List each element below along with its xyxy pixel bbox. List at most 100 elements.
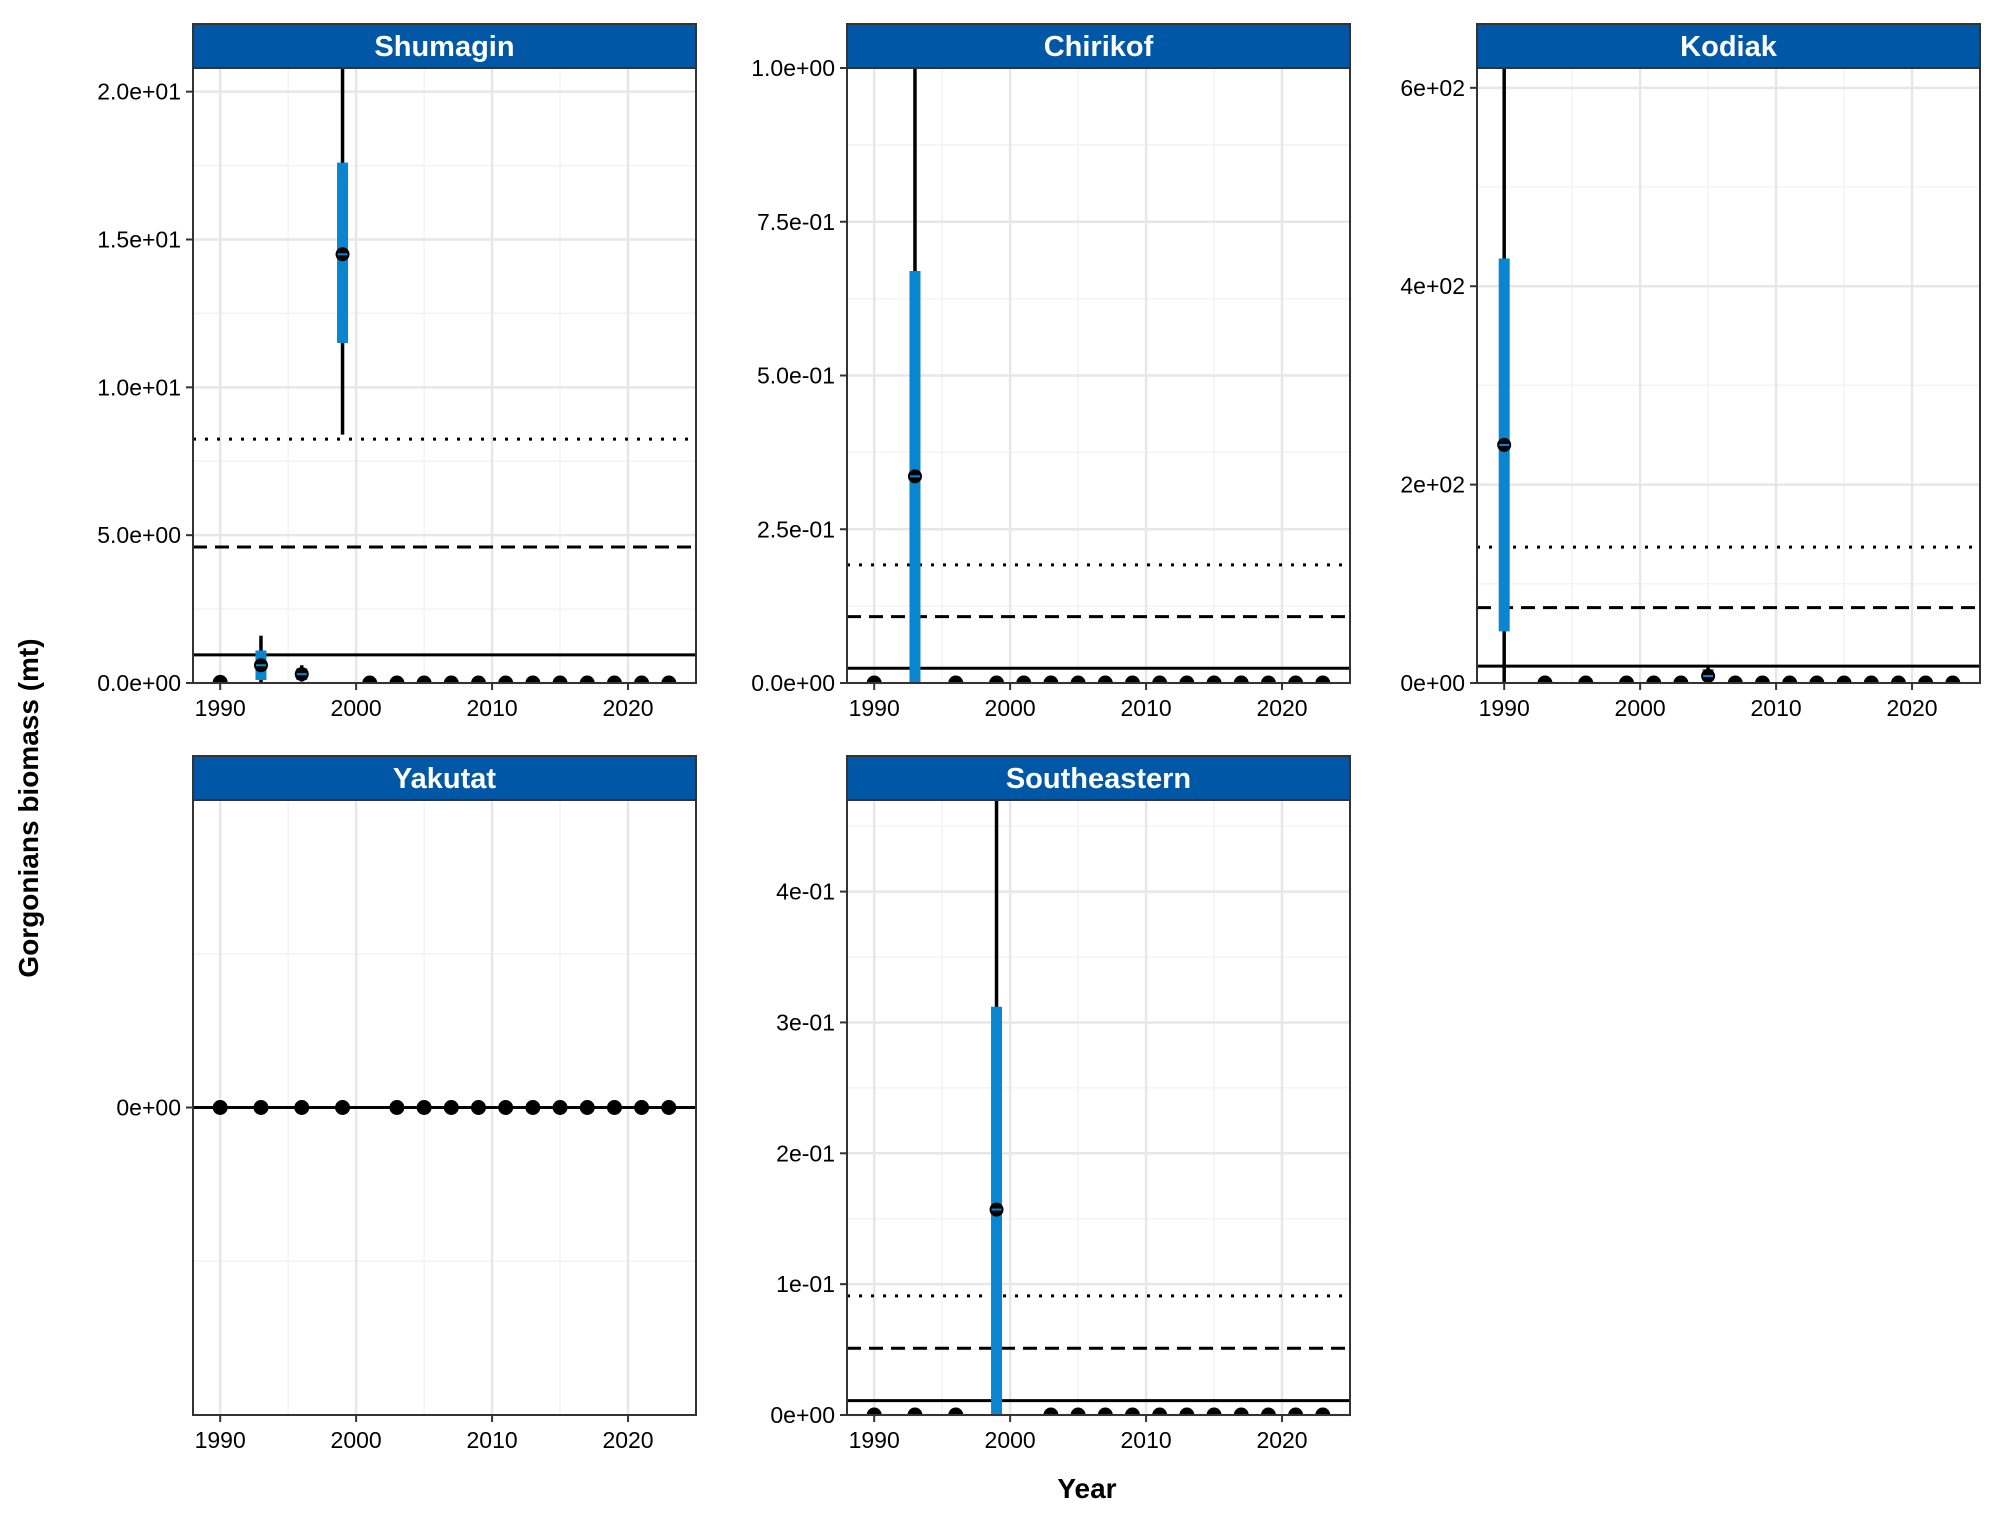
y-tick-label: 2e-01 bbox=[776, 1140, 835, 1166]
x-tick-label: 1990 bbox=[849, 695, 900, 721]
y-tick-label: 2.5e-01 bbox=[757, 516, 835, 542]
data-point-2023 bbox=[661, 1100, 677, 1115]
data-point-2015 bbox=[552, 675, 568, 683]
x-tick-label: 2000 bbox=[331, 695, 382, 721]
data-point-2017 bbox=[1233, 1407, 1249, 1415]
reference-lines bbox=[847, 563, 1350, 670]
data-point-2017 bbox=[1863, 675, 1879, 683]
x-axis: 1990 2000 2010 2020 bbox=[849, 1415, 1308, 1453]
panel-southeastern: Southeastern 0e+00 1e-01 2e-01 3e-01 4e-01 199… bbox=[770, 755, 1351, 1453]
x-axis: 1990 2000 2010 2020 bbox=[849, 683, 1308, 721]
data-point-2007 bbox=[443, 675, 459, 683]
data-point-2005 bbox=[1070, 1407, 1086, 1415]
reference-lines bbox=[193, 437, 696, 657]
data-marks bbox=[1497, 68, 1961, 683]
y-axis-title: Gorgonians biomass (mt) bbox=[13, 638, 44, 977]
panels-layer: Shumagin 0.0e+00 5.0e+00 1.0e+01 1.5e+01 2.0e… bbox=[97, 23, 1981, 1453]
data-point-2017 bbox=[1233, 675, 1249, 683]
x-tick-label: 2000 bbox=[985, 695, 1036, 721]
data-point-1993 bbox=[907, 1407, 923, 1415]
data-point-1990 bbox=[212, 674, 228, 683]
panel-background bbox=[193, 68, 696, 683]
x-tick-label: 2000 bbox=[985, 1427, 1036, 1453]
y-axis: 0e+00 bbox=[116, 1095, 193, 1121]
panel-kodiak: Kodiak 0e+00 2e+02 4e+02 6e+02 1990 2000 2010 20… bbox=[1400, 23, 1981, 721]
panel-background bbox=[847, 800, 1350, 1415]
y-axis: 0.0e+00 5.0e+00 1.0e+01 1.5e+01 2.0e+01 bbox=[97, 79, 193, 696]
data-point-2003 bbox=[1043, 1407, 1059, 1415]
y-tick-label: 5.0e+00 bbox=[97, 522, 181, 548]
y-tick-label: 5.0e-01 bbox=[757, 363, 835, 389]
strip-yakutat bbox=[192, 755, 697, 801]
data-point-1990 bbox=[212, 1100, 228, 1115]
data-point-1999 bbox=[989, 675, 1005, 683]
x-tick-label: 2010 bbox=[466, 695, 517, 721]
x-tick-label: 1990 bbox=[195, 695, 246, 721]
y-tick-label: 0e+00 bbox=[116, 1095, 181, 1121]
x-tick-label: 1990 bbox=[1479, 695, 1530, 721]
data-point-1993 bbox=[1537, 675, 1553, 683]
data-point-2007 bbox=[1097, 1407, 1113, 1415]
y-tick-label: 7.5e-01 bbox=[757, 209, 835, 235]
data-point-2001 bbox=[1646, 675, 1662, 683]
data-point-2003 bbox=[389, 1100, 405, 1115]
y-tick-label: 0e+00 bbox=[1400, 670, 1465, 696]
data-point-2013 bbox=[1809, 675, 1825, 683]
data-point-2019 bbox=[1890, 675, 1906, 683]
strip-title-southeastern: Southeastern bbox=[1006, 763, 1191, 795]
strip-title-yakutat: Yakutat bbox=[393, 763, 496, 795]
data-point-2005 bbox=[416, 675, 432, 683]
strip-shumagin bbox=[192, 23, 697, 69]
data-point-2023 bbox=[1315, 1407, 1331, 1415]
data-point-2011 bbox=[1782, 675, 1798, 683]
x-axis: 1990 2000 2010 2020 bbox=[1479, 683, 1938, 721]
data-point-2021 bbox=[634, 1100, 650, 1115]
panel-shumagin: Shumagin 0.0e+00 5.0e+00 1.0e+01 1.5e+01 2.0e… bbox=[97, 23, 697, 721]
y-tick-label: 0.0e+00 bbox=[97, 670, 181, 696]
panel-chirikof: Chirikof 0.0e+00 2.5e-01 5.0e-01 7.5e-01 1.0e… bbox=[751, 23, 1351, 721]
data-point-2003 bbox=[1673, 675, 1689, 683]
data-point-2015 bbox=[552, 1100, 568, 1115]
x-axis: 1990 2000 2010 2020 bbox=[195, 683, 654, 721]
data-point-2011 bbox=[498, 675, 514, 683]
strip-title-shumagin: Shumagin bbox=[374, 31, 514, 63]
data-point-2001 bbox=[362, 675, 378, 683]
x-tick-label: 2020 bbox=[602, 1427, 653, 1453]
data-point-2021 bbox=[634, 675, 650, 683]
strip-title-kodiak: Kodiak bbox=[1680, 31, 1778, 63]
data-point-2015 bbox=[1836, 675, 1852, 683]
data-point-2013 bbox=[525, 1100, 541, 1115]
data-point-2009 bbox=[470, 1100, 486, 1115]
y-tick-label: 1e-01 bbox=[776, 1271, 835, 1297]
strip-title-chirikof: Chirikof bbox=[1044, 31, 1154, 63]
data-point-2013 bbox=[1179, 675, 1195, 683]
data-marks bbox=[866, 800, 1331, 1415]
y-tick-label: 1.0e+01 bbox=[97, 374, 181, 400]
x-tick-label: 2010 bbox=[1120, 695, 1171, 721]
data-point-2023 bbox=[1945, 675, 1961, 683]
x-tick-label: 2020 bbox=[1256, 695, 1307, 721]
data-point-1996 bbox=[1578, 675, 1594, 683]
data-point-2015 bbox=[1206, 675, 1222, 683]
strip-southeastern bbox=[846, 755, 1351, 801]
data-point-2019 bbox=[1260, 675, 1276, 683]
data-point-1990 bbox=[866, 675, 882, 683]
data-point-2013 bbox=[1179, 1407, 1195, 1415]
y-tick-label: 0.0e+00 bbox=[751, 670, 835, 696]
data-point-2019 bbox=[1260, 1407, 1276, 1415]
data-point-1990 bbox=[866, 1407, 882, 1415]
data-point-2009 bbox=[1754, 675, 1770, 683]
data-point-2011 bbox=[498, 1100, 514, 1115]
data-point-2019 bbox=[606, 1100, 622, 1115]
x-axis-title: Year bbox=[1057, 1473, 1116, 1504]
data-point-2009 bbox=[470, 675, 486, 683]
data-point-2003 bbox=[389, 675, 405, 683]
data-point-2017 bbox=[579, 1100, 595, 1115]
data-point-1996 bbox=[294, 1100, 310, 1115]
y-tick-label: 1.5e+01 bbox=[97, 226, 181, 252]
data-point-2007 bbox=[1097, 675, 1113, 683]
y-axis: 0e+00 1e-01 2e-01 3e-01 4e-01 bbox=[770, 879, 847, 1428]
y-axis: 0e+00 2e+02 4e+02 6e+02 bbox=[1400, 75, 1477, 696]
